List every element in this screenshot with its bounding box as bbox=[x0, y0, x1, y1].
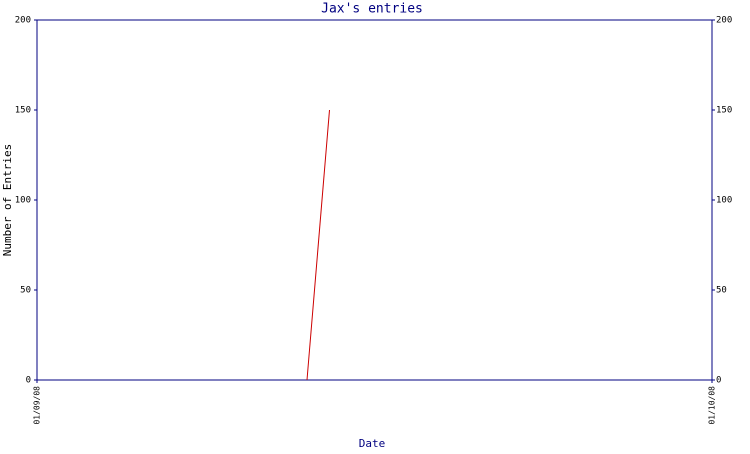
y-tick-label: 100 bbox=[716, 196, 732, 206]
x-tick-label: 01/09/08 bbox=[33, 386, 42, 425]
y-tick-label: 100 bbox=[15, 196, 31, 206]
y-tick-label: 0 bbox=[26, 376, 31, 386]
y-tick-label: 50 bbox=[716, 286, 727, 296]
y-tick-label: 150 bbox=[716, 106, 732, 116]
plot-frame bbox=[36, 19, 713, 381]
y-tick-label: 150 bbox=[15, 106, 31, 116]
chart-title: Jax's entries bbox=[321, 2, 423, 17]
y-axis-title: Number of Entries bbox=[1, 144, 14, 257]
x-axis-title: Date bbox=[359, 437, 386, 450]
y-tick-label: 200 bbox=[15, 16, 31, 26]
y-tick-label: 0 bbox=[716, 376, 721, 386]
y-tick-label: 200 bbox=[716, 16, 732, 26]
x-tick-label: 01/10/08 bbox=[708, 386, 717, 425]
y-tick-label: 50 bbox=[20, 286, 31, 296]
data-line bbox=[306, 109, 330, 381]
